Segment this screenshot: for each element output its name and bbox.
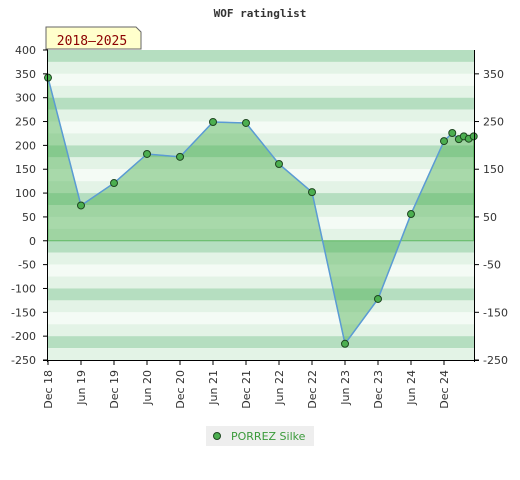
band	[48, 157, 474, 170]
y-tick-label-left: -100	[11, 282, 36, 295]
y-tick-label-left: 250	[15, 116, 36, 129]
legend-marker	[213, 432, 221, 440]
data-point	[77, 201, 85, 210]
band	[48, 288, 474, 301]
band	[48, 121, 474, 134]
band	[48, 240, 474, 253]
data-point	[275, 159, 283, 168]
x-tick-label: Jun 21	[207, 370, 220, 406]
y-tick-label-left: -150	[11, 306, 36, 319]
chart-title: WOF ratinglist	[214, 7, 307, 20]
band	[48, 264, 474, 277]
y-tick-label-left: -200	[11, 330, 36, 343]
marker-layer	[44, 73, 478, 348]
y-tick-label-left: -50	[18, 259, 36, 272]
band	[48, 50, 474, 62]
band	[48, 312, 474, 325]
y-tick-label-left: -250	[11, 354, 36, 367]
x-tick-label: Jun 24	[405, 370, 418, 406]
x-tick-label: Jun 22	[273, 370, 286, 406]
y-tick-label-left: 350	[15, 68, 36, 81]
y-tick-label-right: -250	[483, 354, 508, 367]
data-point	[143, 149, 151, 158]
band	[48, 216, 474, 229]
band	[48, 193, 474, 205]
data-point	[176, 152, 184, 161]
x-tick-label: Jun 20	[141, 370, 154, 406]
period-badge-label: 2018–2025	[57, 34, 127, 49]
band	[48, 109, 474, 122]
data-point	[110, 179, 118, 188]
band	[48, 228, 474, 241]
y-tick-label-left: 100	[15, 187, 36, 200]
band	[48, 181, 474, 194]
y-tick-label-left: 50	[22, 211, 36, 224]
y-tick-label-left: 150	[15, 163, 36, 176]
y-tick-label-left: 300	[15, 92, 36, 105]
y-tick-label-right: -50	[483, 259, 501, 272]
y-tick-label-left: 200	[15, 139, 36, 152]
y-tick-label-right: 250	[483, 116, 504, 129]
y-tick-label-right: 50	[483, 211, 497, 224]
band	[48, 336, 474, 349]
x-tick-label: Dec 19	[108, 370, 121, 409]
band	[48, 97, 474, 110]
legend[interactable]: PORREZ Silke	[206, 426, 314, 446]
x-tick-label: Dec 18	[42, 370, 55, 409]
y-tick-label-left: 400	[15, 44, 36, 57]
band	[48, 252, 474, 265]
band	[48, 276, 474, 289]
y-tick-label-right: -150	[483, 306, 508, 319]
band	[48, 85, 474, 98]
data-point	[407, 210, 415, 219]
y-tick-label-right: 150	[483, 163, 504, 176]
x-tick-label: Dec 21	[240, 370, 253, 409]
x-tick-label: Dec 20	[174, 370, 187, 409]
band	[48, 145, 474, 158]
data-point	[308, 188, 316, 197]
x-axis: Dec 18 Jun 19 Dec 19 Jun 20 Dec 20 Jun 21 Dec …	[42, 360, 479, 409]
band	[48, 348, 474, 360]
band	[48, 300, 474, 313]
band	[48, 205, 474, 217]
y-tick-label-left: 0	[29, 235, 36, 248]
x-tick-label: Jun 23	[339, 370, 352, 406]
data-point	[374, 294, 382, 303]
legend-label: PORREZ Silke	[231, 430, 306, 443]
data-point	[209, 118, 217, 127]
period-badge: 2018–2025	[45, 26, 142, 50]
band	[48, 133, 474, 146]
x-tick-label: Jun 19	[75, 370, 88, 406]
data-point	[448, 128, 457, 137]
data-point	[440, 137, 448, 146]
data-point	[469, 132, 478, 141]
legend-box	[206, 426, 314, 446]
x-tick-label: Dec 22	[306, 370, 319, 409]
data-point	[341, 339, 349, 348]
period-badge-shape	[45, 26, 142, 50]
background-bands	[48, 50, 474, 360]
y-tick-label-right: 350	[483, 68, 504, 81]
y-axis-right: 350 250 150 50 -50 -150 -250	[474, 50, 508, 367]
data-point	[242, 118, 250, 127]
band	[48, 73, 474, 86]
band	[48, 324, 474, 337]
x-tick-label: Dec 24	[438, 370, 451, 409]
y-axis-left: 400 350 300 250 200 150 100 50 0 -50 -100 -150 -200 -…	[11, 44, 48, 367]
x-tick-label: Dec 23	[372, 370, 385, 409]
band	[48, 169, 474, 182]
band	[48, 61, 474, 74]
